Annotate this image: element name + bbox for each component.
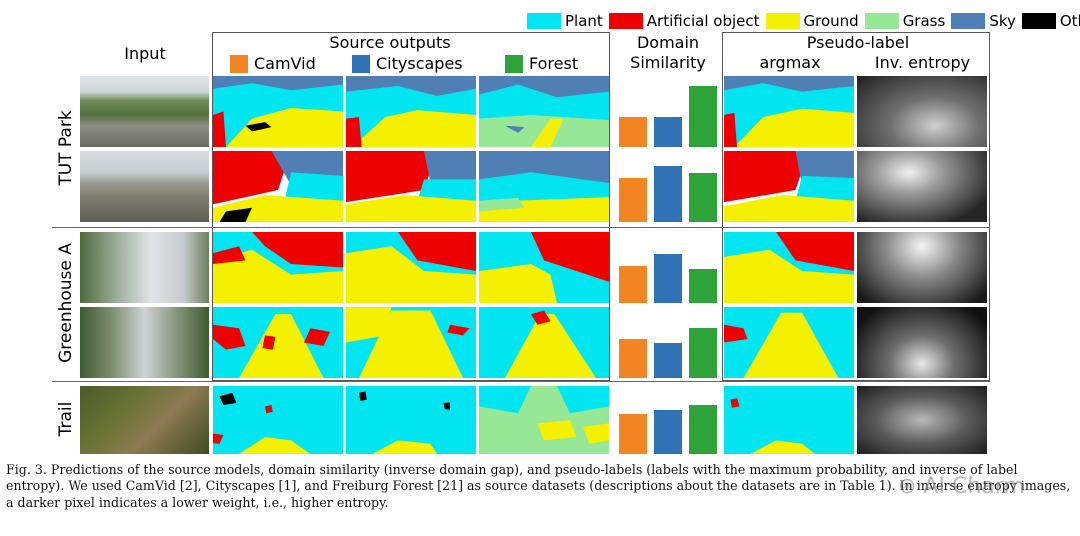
- inv-entropy-map: [857, 232, 987, 303]
- separator-line: [52, 381, 990, 382]
- inv-entropy-map: [857, 151, 987, 222]
- legend-swatch: [608, 13, 643, 29]
- inv-entropy-map: [857, 386, 987, 454]
- source-swatch: [505, 54, 523, 73]
- argmax-map: [724, 386, 854, 454]
- domain-similarity-header-line2: Similarity: [630, 53, 706, 72]
- legend-item-grass: Grass: [864, 12, 946, 30]
- similarity-chart: [617, 307, 717, 378]
- row-label-tut-park: TUT Park: [56, 110, 76, 186]
- row-label-trail: Trail: [56, 401, 76, 437]
- legend-item-ground: Ground: [765, 12, 859, 30]
- source-output-map: [213, 386, 343, 454]
- source-output-map: [479, 386, 609, 454]
- similarity-bar-cityscapes: [654, 254, 682, 303]
- similarity-bar-cityscapes: [654, 410, 682, 454]
- legend-swatch: [765, 13, 800, 29]
- source-cityscapes: Cityscapes: [352, 54, 463, 73]
- argmax-header: argmax: [759, 53, 821, 72]
- source-output-map: [213, 76, 343, 147]
- source-label: Forest: [529, 54, 579, 73]
- source-swatch: [230, 54, 248, 73]
- source-output-map: [479, 232, 609, 303]
- similarity-bar-camvid: [619, 414, 647, 454]
- source-output-map: [479, 76, 609, 147]
- source-label: Cityscapes: [376, 54, 463, 73]
- source-outputs-header: Source outputs: [329, 33, 451, 52]
- legend-swatch: [1021, 13, 1056, 29]
- class-legend: Plant Artificial object Ground Grass Sky…: [527, 12, 1080, 30]
- legend-item-other: Other: [1021, 12, 1080, 30]
- separator-line: [52, 227, 990, 228]
- source-forest: Forest: [505, 54, 578, 73]
- row-label-greenhouse-a: Greenhouse A: [56, 243, 76, 363]
- source-output-map: [213, 151, 343, 222]
- source-output-map: [479, 151, 609, 222]
- source-output-map: [346, 307, 476, 378]
- legend-item-artificial-object: Artificial object: [608, 12, 760, 30]
- similarity-bar-cityscapes: [654, 117, 682, 147]
- watermark: ⊛ AI Charm: [898, 474, 1025, 499]
- source-output-map: [346, 76, 476, 147]
- similarity-bar-camvid: [619, 266, 647, 303]
- similarity-bar-cityscapes: [654, 166, 682, 222]
- input-header: Input: [124, 44, 166, 63]
- argmax-map: [724, 151, 854, 222]
- source-output-map: [213, 307, 343, 378]
- legend-label: Plant: [565, 12, 603, 30]
- similarity-bar-camvid: [619, 339, 647, 378]
- source-output-map: [346, 386, 476, 454]
- pseudo-label-box: [722, 32, 990, 381]
- argmax-map: [724, 76, 854, 147]
- input-image: [80, 307, 209, 378]
- source-output-map: [346, 151, 476, 222]
- similarity-chart: [617, 151, 717, 222]
- similarity-bar-camvid: [619, 117, 647, 147]
- similarity-bar-forest: [689, 269, 717, 303]
- legend-item-sky: Sky: [951, 12, 1016, 30]
- legend-label: Grass: [902, 12, 946, 30]
- similarity-bar-forest: [689, 173, 717, 222]
- similarity-bar-forest: [689, 86, 717, 147]
- input-image: [80, 76, 209, 147]
- input-image: [80, 386, 209, 454]
- source-outputs-box: [212, 32, 610, 381]
- legend-label: Sky: [989, 12, 1016, 30]
- pseudo-label-header: Pseudo-label: [806, 33, 910, 52]
- figure-caption: Fig. 3. Predictions of the source models…: [6, 462, 1071, 510]
- argmax-map: [724, 307, 854, 378]
- similarity-bar-forest: [689, 405, 717, 454]
- source-output-map: [213, 232, 343, 303]
- similarity-chart: [617, 386, 717, 454]
- legend-item-plant: Plant: [527, 12, 603, 30]
- similarity-bar-cityscapes: [654, 343, 682, 378]
- source-output-map: [346, 232, 476, 303]
- legend-swatch: [527, 13, 561, 29]
- source-output-map: [479, 307, 609, 378]
- similarity-bar-forest: [689, 328, 717, 378]
- domain-similarity-header-line1: Domain: [636, 33, 700, 52]
- source-label: CamVid: [254, 54, 316, 73]
- similarity-chart: [617, 76, 717, 147]
- argmax-map: [724, 232, 854, 303]
- legend-swatch: [864, 13, 899, 29]
- inv-entropy-map: [857, 76, 987, 147]
- legend-label: Other: [1059, 12, 1080, 30]
- input-image: [80, 151, 209, 222]
- inv-entropy-map: [857, 307, 987, 378]
- similarity-chart: [617, 232, 717, 303]
- inv-entropy-header: Inv. entropy: [874, 53, 971, 72]
- input-image: [80, 232, 209, 303]
- legend-label: Ground: [803, 12, 859, 30]
- legend-swatch: [951, 13, 986, 29]
- legend-label: Artificial object: [646, 12, 760, 30]
- similarity-bar-camvid: [619, 178, 647, 222]
- source-swatch: [352, 54, 370, 73]
- source-camvid: CamVid: [230, 54, 316, 73]
